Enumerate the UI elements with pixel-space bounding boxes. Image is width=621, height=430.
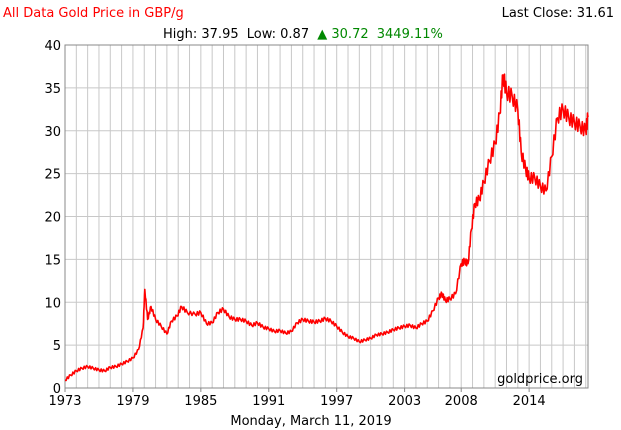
x-tick-label-2003: 2003 — [388, 394, 421, 409]
x-tick-label-2014: 2014 — [513, 394, 546, 409]
change-value: 30.72 — [331, 27, 368, 42]
y-axis: 0 5 10 15 20 25 30 35 40 — [44, 39, 61, 397]
plot-area: goldprice.org — [64, 44, 589, 389]
x-tick-label-2008: 2008 — [445, 394, 478, 409]
y-tick-label-35: 35 — [44, 82, 61, 97]
series-line-gold-price — [64, 73, 589, 382]
low-value: Low: 0.87 — [247, 27, 309, 42]
last-close: Last Close: 31.61 — [502, 6, 614, 21]
change-percent: 3449.11% — [377, 27, 443, 42]
stats-line: High: 37.95 Low: 0.87 ▲ 30.72 3449.11% — [163, 27, 443, 42]
y-tick-label-30: 30 — [44, 125, 61, 140]
x-tick-label-1979: 1979 — [116, 394, 149, 409]
footer-date: Monday, March 11, 2019 — [230, 414, 391, 429]
watermark: goldprice.org — [497, 372, 583, 387]
y-tick-label-25: 25 — [44, 168, 61, 183]
y-tick-label-5: 5 — [53, 339, 61, 354]
y-tick-label-10: 10 — [44, 296, 61, 311]
change-arrow-icon: ▲ — [317, 27, 327, 42]
x-axis: 1973 1979 1985 1991 1997 2003 2008 2014 — [48, 388, 546, 409]
chart-title: All Data Gold Price in GBP/g — [3, 6, 184, 21]
y-tick-label-0: 0 — [53, 382, 61, 397]
y-tick-label-15: 15 — [44, 253, 61, 268]
high-value: High: 37.95 — [163, 27, 239, 42]
y-tick-label-40: 40 — [44, 39, 61, 54]
plot-border — [64, 44, 589, 389]
y-tick-label-20: 20 — [44, 211, 61, 226]
x-tick-label-1997: 1997 — [320, 394, 353, 409]
x-tick-label-1985: 1985 — [184, 394, 217, 409]
x-tick-label-1991: 1991 — [252, 394, 285, 409]
x-tick-label-1973: 1973 — [48, 394, 81, 409]
